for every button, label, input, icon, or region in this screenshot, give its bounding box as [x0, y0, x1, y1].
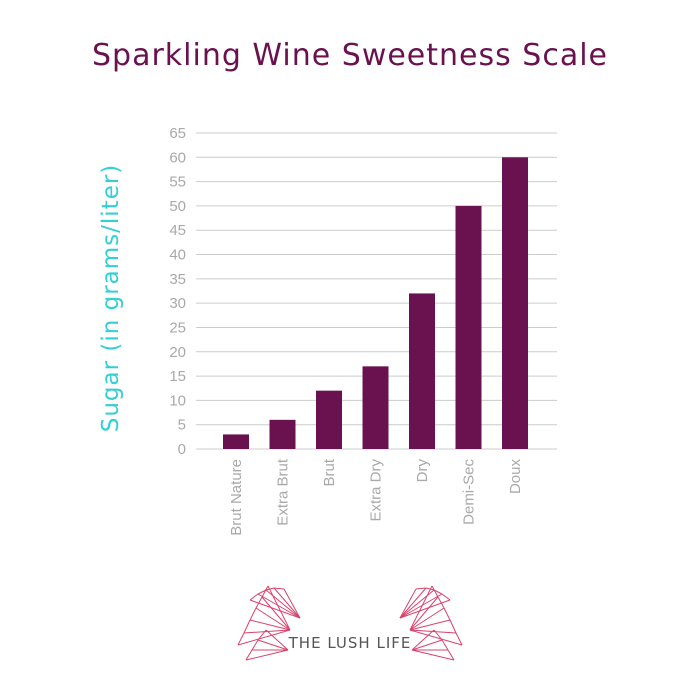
bar	[269, 419, 296, 449]
x-tick-label: Demi-Sec	[461, 459, 478, 525]
bar	[223, 434, 249, 449]
y-tick-label: 25	[169, 319, 186, 336]
y-tick-label: 50	[169, 198, 186, 215]
bar	[362, 366, 389, 449]
y-tick-label: 5	[178, 417, 186, 434]
x-tick-label: Extra Dry	[368, 459, 385, 522]
x-tick-label: Brut	[321, 458, 338, 486]
y-tick-label: 35	[169, 271, 186, 288]
y-tick-label: 40	[169, 247, 186, 264]
x-tick-label: Dry	[414, 459, 431, 483]
y-tick-label: 10	[169, 392, 186, 409]
x-tick-label: Doux	[507, 459, 524, 495]
y-tick-label: 55	[169, 174, 186, 191]
y-tick-label: 30	[169, 295, 186, 312]
bar	[455, 205, 482, 449]
y-tick-label: 20	[169, 344, 186, 361]
bar	[409, 293, 435, 449]
bar	[502, 157, 528, 450]
chart-title: Sparkling Wine Sweetness Scale	[91, 38, 609, 73]
y-tick-label: 65	[169, 125, 186, 142]
x-tick-label: Extra Brut	[275, 458, 292, 526]
y-tick-label: 15	[169, 368, 186, 385]
y-tick-label: 0	[178, 441, 186, 458]
y-tick-label: 60	[169, 149, 186, 166]
y-tick-label: 45	[169, 222, 186, 239]
x-tick-label: Brut Nature	[228, 459, 245, 536]
logo-text: THE LUSH LIFE	[288, 634, 412, 652]
bar	[316, 390, 342, 449]
